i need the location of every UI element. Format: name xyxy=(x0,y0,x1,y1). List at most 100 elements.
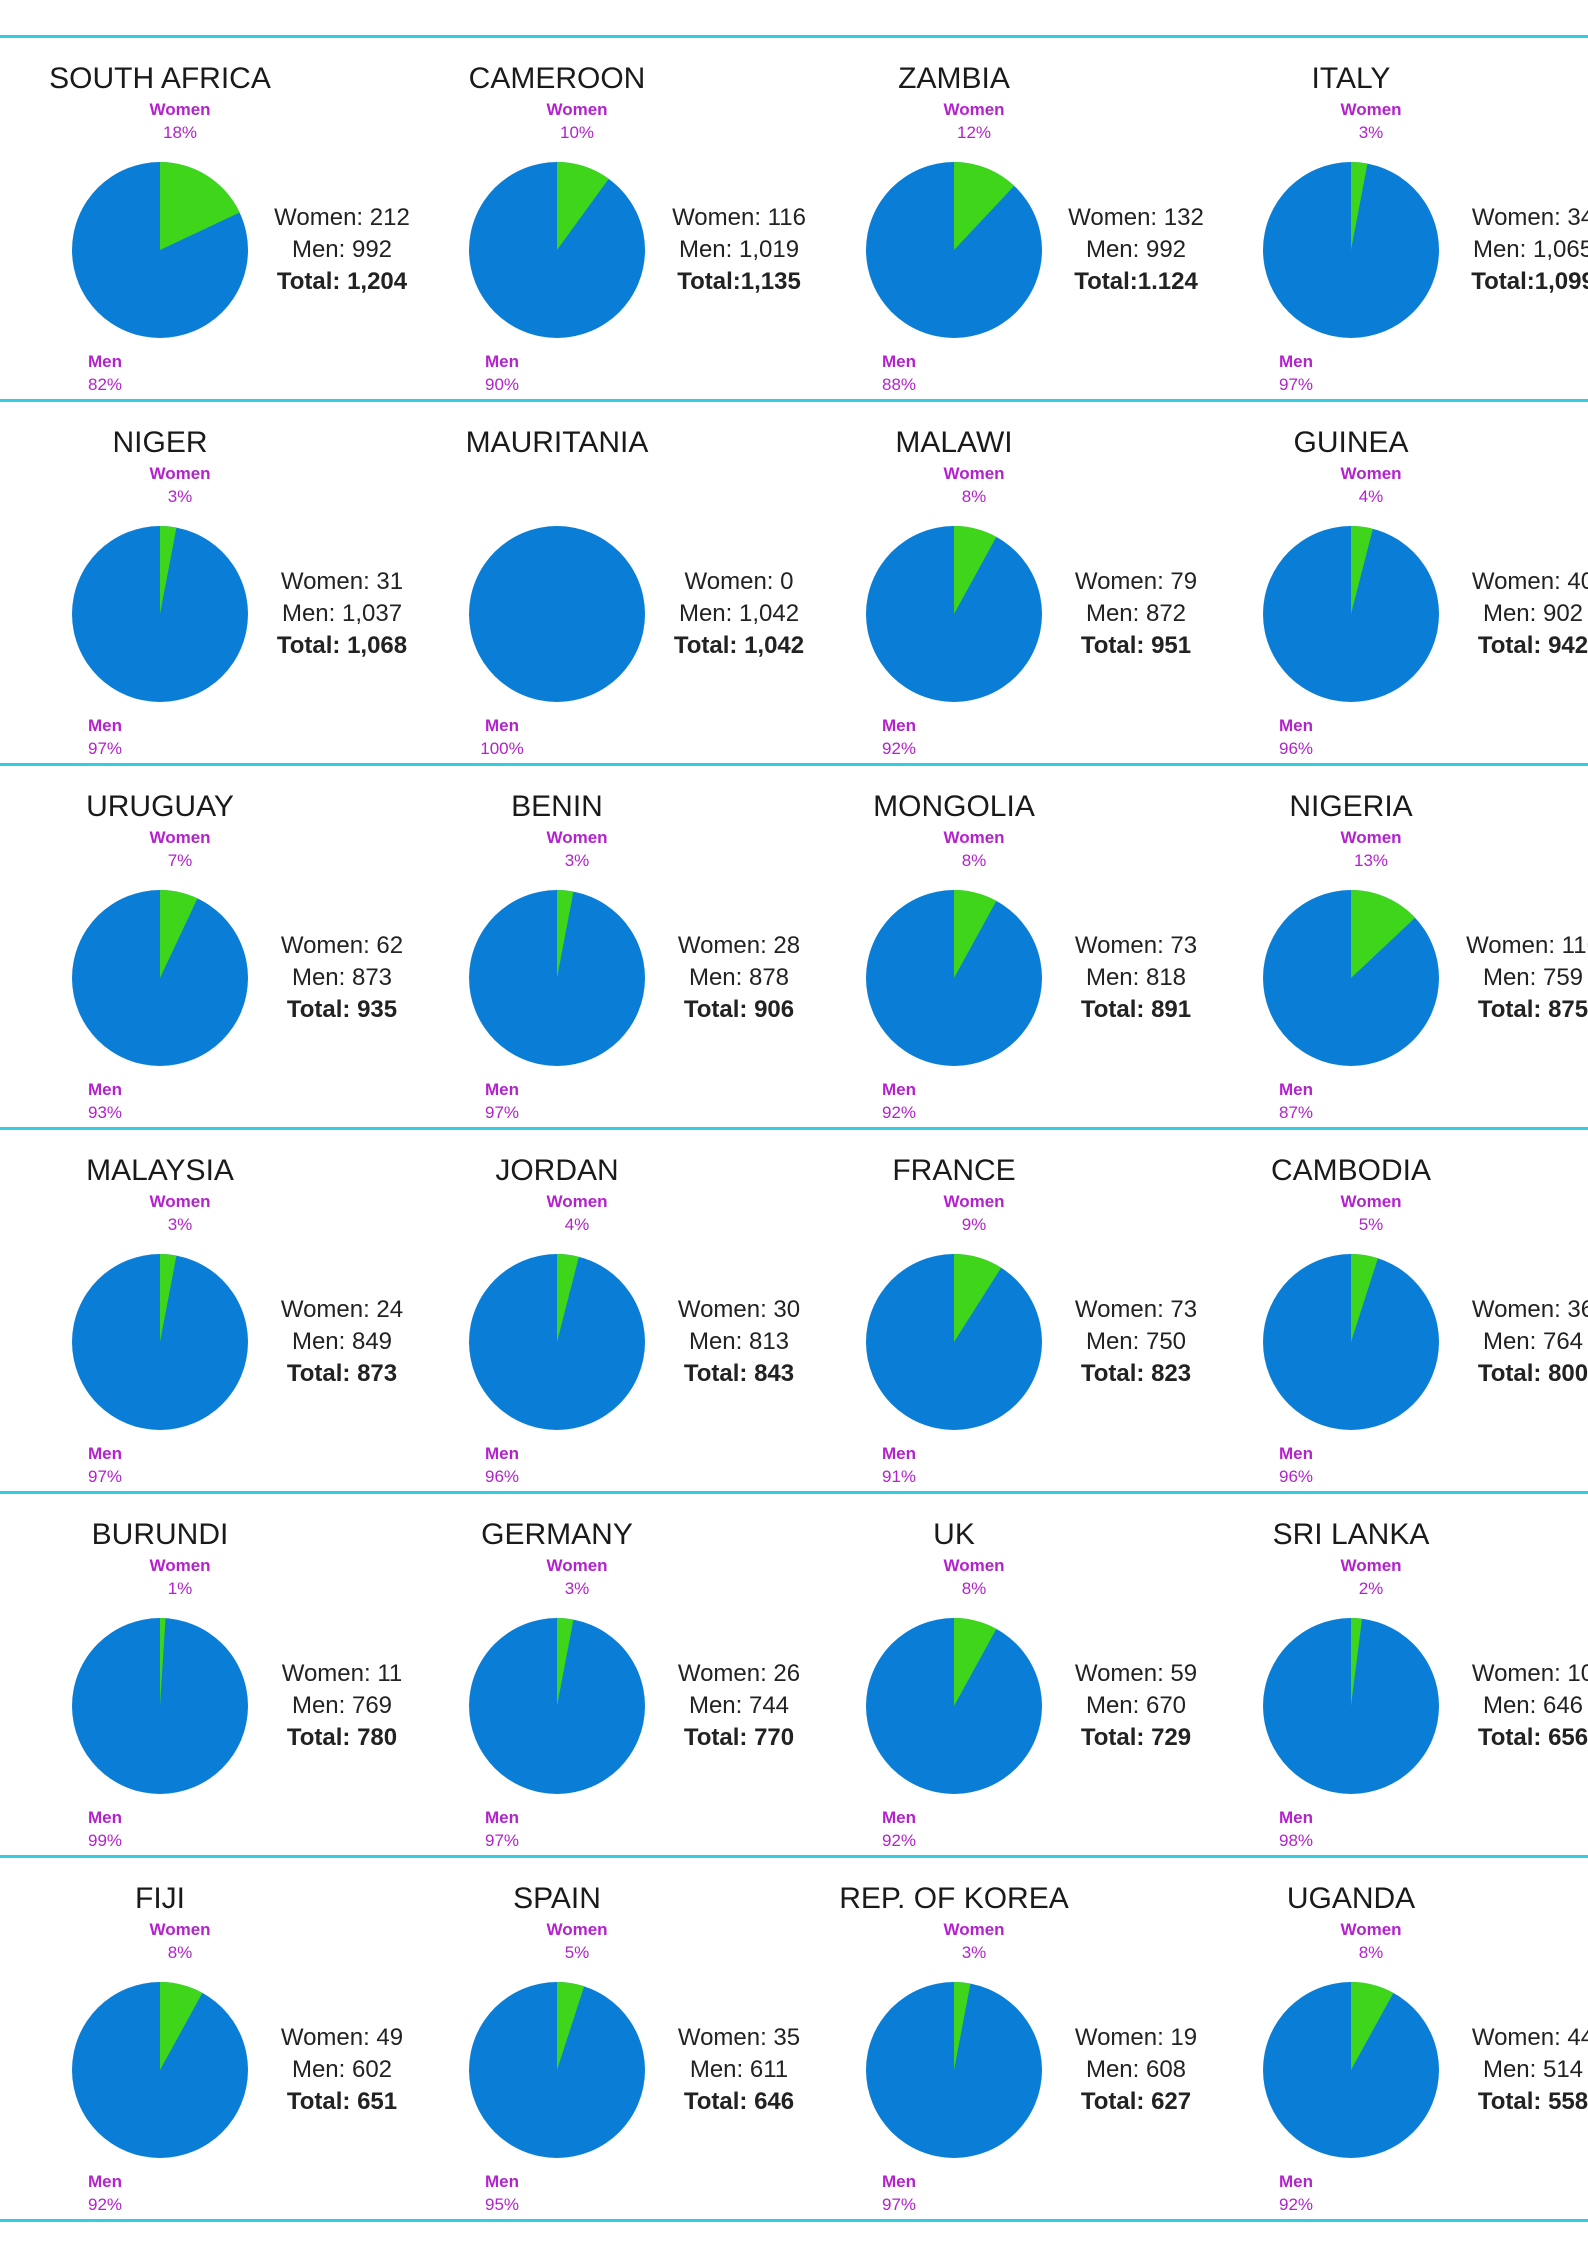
women-percent: 4% xyxy=(564,1215,590,1234)
women-count: Women: 44 xyxy=(1471,2024,1588,2051)
men-count: Men: 992 xyxy=(1085,236,1187,263)
country-chart-cell: UGANDA Women 8% Men 92% Women: 44 Men: 514 Tota… xyxy=(1191,1856,1588,2220)
men-label: Men xyxy=(882,2172,916,2191)
men-count: Men: 813 xyxy=(688,1328,790,1355)
men-count: Men: 602 xyxy=(291,2056,393,2083)
men-count: Men: 646 xyxy=(1482,1692,1584,1719)
men-count: Men: 750 xyxy=(1085,1328,1187,1355)
country-title: GUINEA xyxy=(1293,426,1409,459)
men-percent: 99% xyxy=(87,1831,123,1850)
pie-chart xyxy=(469,890,645,1066)
country-title: URUGUAY xyxy=(86,790,234,823)
country-chart-cell: FRANCE Women 9% Men 91% Women: 73 Men: 750 Tota… xyxy=(794,1128,1197,1492)
women-label: Women xyxy=(149,464,211,483)
country-chart-cell: NIGER Women 3% Men 97% Women: 31 Men: 1,037 Tot… xyxy=(0,400,407,764)
women-count: Women: 0 xyxy=(684,568,794,595)
stats-box: Women: 59 Men: 670 Total: 729 xyxy=(1051,1658,1221,1754)
country-title: FIJI xyxy=(135,1882,185,1915)
pie-chart xyxy=(469,162,645,338)
total-count: Total:1.124 xyxy=(1074,268,1198,295)
women-percent: 8% xyxy=(1358,1943,1384,1962)
men-label: Men xyxy=(88,1080,122,1099)
women-label: Women xyxy=(546,1556,608,1575)
country-title: SPAIN xyxy=(513,1882,601,1915)
total-count: Total:1,135 xyxy=(677,268,801,295)
row-divider xyxy=(0,399,1588,402)
women-count: Women: 28 xyxy=(677,932,801,959)
total-count: Total: 1,042 xyxy=(673,632,805,659)
stats-box: Women: 40 Men: 902 Total: 942 xyxy=(1448,566,1588,662)
women-count: Women: 26 xyxy=(677,1660,801,1687)
pie-chart xyxy=(72,1254,248,1430)
total-count: Total: 651 xyxy=(286,2088,398,2115)
country-title: CAMEROON xyxy=(468,62,646,95)
total-count: Total: 627 xyxy=(1080,2088,1192,2115)
total-count: Total: 558 xyxy=(1477,2088,1588,2115)
women-slice xyxy=(1351,526,1373,614)
pie-chart xyxy=(866,1254,1042,1430)
total-count: Total: 843 xyxy=(683,1360,795,1387)
women-slice xyxy=(954,162,1015,250)
women-slice xyxy=(160,1254,177,1342)
women-count: Women: 30 xyxy=(677,1296,801,1323)
women-slice xyxy=(557,162,609,250)
country-title: UGANDA xyxy=(1286,1882,1416,1915)
women-label: Women xyxy=(149,1920,211,1939)
row-divider xyxy=(0,2219,1588,2222)
women-slice xyxy=(160,1982,203,2070)
men-count: Men: 1,037 xyxy=(281,600,403,627)
men-percent: 96% xyxy=(484,1467,520,1486)
men-percent: 97% xyxy=(484,1103,520,1122)
women-slice xyxy=(954,1254,1002,1342)
women-slice xyxy=(1351,162,1368,250)
men-label: Men xyxy=(882,716,916,735)
women-label: Women xyxy=(1340,464,1402,483)
total-count: Total: 823 xyxy=(1080,1360,1192,1387)
stats-box: Women: 62 Men: 873 Total: 935 xyxy=(257,930,427,1026)
women-slice xyxy=(557,1618,574,1706)
stats-box: Women: 35 Men: 611 Total: 646 xyxy=(654,2022,824,2118)
women-label: Women xyxy=(149,1192,211,1211)
men-count: Men: 902 xyxy=(1482,600,1584,627)
total-count: Total: 906 xyxy=(683,996,795,1023)
country-title: REP. OF KOREA xyxy=(839,1882,1069,1915)
women-percent: 10% xyxy=(559,123,595,142)
women-label: Women xyxy=(943,464,1005,483)
total-count: Total: 729 xyxy=(1080,1724,1192,1751)
men-count: Men: 759 xyxy=(1482,964,1584,991)
men-label: Men xyxy=(1279,1080,1313,1099)
men-percent: 95% xyxy=(484,2195,520,2214)
women-label: Women xyxy=(1340,100,1402,119)
women-count: Women: 62 xyxy=(280,932,404,959)
women-count: Women: 11 xyxy=(281,1660,403,1687)
country-title: SOUTH AFRICA xyxy=(49,62,271,95)
women-label: Women xyxy=(546,1192,608,1211)
stats-box: Women: 36 Men: 764 Total: 800 xyxy=(1448,1294,1588,1390)
women-percent: 9% xyxy=(961,1215,987,1234)
country-chart-cell: URUGUAY Women 7% Men 93% Women: 62 Men: 873 Tot… xyxy=(0,764,403,1128)
country-title: NIGER xyxy=(112,426,208,459)
pie-chart xyxy=(1263,890,1439,1066)
women-count: Women: 10 xyxy=(1471,1660,1588,1687)
women-count: Women: 24 xyxy=(280,1296,404,1323)
women-count: Women: 31 xyxy=(280,568,404,595)
men-label: Men xyxy=(88,352,122,371)
country-chart-cell: NIGERIA Women 13% Men 87% Women: 116 Men: 759 T… xyxy=(1191,764,1588,1128)
women-percent: 18% xyxy=(162,123,198,142)
stats-box: Women: 44 Men: 514 Total: 558 xyxy=(1448,2022,1588,2118)
men-label: Men xyxy=(1279,352,1313,371)
men-count: Men: 878 xyxy=(688,964,790,991)
women-slice xyxy=(954,1982,971,2070)
stats-box: Women: 73 Men: 750 Total: 823 xyxy=(1051,1294,1221,1390)
women-count: Women: 116 xyxy=(672,204,806,231)
women-percent: 1% xyxy=(167,1579,193,1598)
country-chart-cell: ZAMBIA Women 12% Men 88% Women: 132 Men: 992 To… xyxy=(794,36,1204,400)
stats-box: Women: 30 Men: 813 Total: 843 xyxy=(654,1294,824,1390)
men-count: Men: 872 xyxy=(1085,600,1187,627)
women-label: Women xyxy=(943,1556,1005,1575)
country-title: MAURITANIA xyxy=(465,426,649,459)
country-title: JORDAN xyxy=(495,1154,619,1187)
men-count: Men: 1,019 xyxy=(678,236,800,263)
men-label: Men xyxy=(485,2172,519,2191)
country-chart-cell: REP. OF KOREA Women 3% Men 97% Women: 19 Men: … xyxy=(794,1856,1197,2220)
